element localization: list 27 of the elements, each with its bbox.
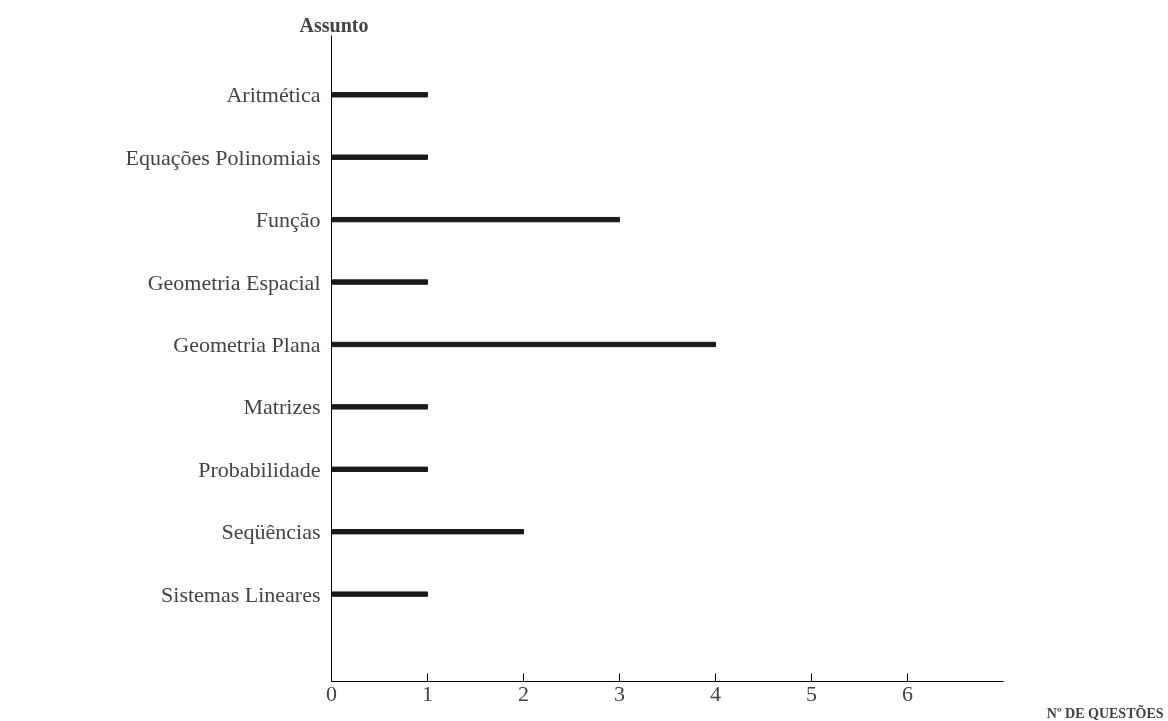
y-tick-label: Matrizes bbox=[243, 394, 321, 420]
y-tick-label: Probabilidade bbox=[198, 456, 321, 482]
y-axis-title: Assunto bbox=[299, 13, 369, 36]
x-tick-label: 3 bbox=[614, 680, 625, 706]
y-tick-label: Aritmética bbox=[226, 82, 321, 108]
bar bbox=[331, 466, 428, 472]
x-tick-label: 1 bbox=[422, 680, 433, 706]
bar bbox=[331, 529, 524, 535]
x-tick-label: 0 bbox=[326, 680, 337, 706]
x-tick-label: 5 bbox=[806, 680, 817, 706]
y-tick-label: Função bbox=[255, 207, 321, 233]
x-tick-label: 6 bbox=[902, 680, 913, 706]
x-tick-label: 2 bbox=[518, 680, 529, 706]
bar bbox=[331, 591, 428, 597]
bar bbox=[331, 404, 428, 410]
y-tick-label: Sistemas Lineares bbox=[161, 581, 321, 607]
x-tick-label: 4 bbox=[710, 680, 721, 706]
y-tick-label: Seqüências bbox=[221, 519, 321, 545]
bar bbox=[331, 279, 428, 285]
bar bbox=[331, 341, 716, 348]
x-axis-title: Nº DE QUESTÕES bbox=[1046, 703, 1164, 721]
y-tick-label: Equações Polinomiais bbox=[125, 144, 321, 170]
y-tick-label: Geometria Espacial bbox=[147, 269, 321, 295]
bar bbox=[331, 216, 620, 223]
bar bbox=[331, 154, 428, 160]
y-tick-label: Geometria Plana bbox=[173, 331, 321, 357]
bar bbox=[331, 92, 428, 98]
